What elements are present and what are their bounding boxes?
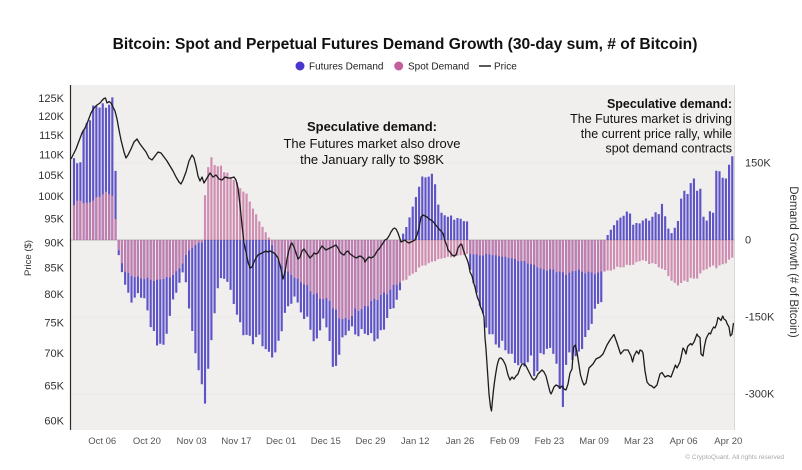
svg-text:100K: 100K [38,191,64,203]
svg-text:65K: 65K [44,381,64,393]
svg-text:Futures Demand: Futures Demand [309,62,383,73]
svg-text:70K: 70K [44,348,64,360]
svg-text:the current price rally, while: the current price rally, while [581,127,732,141]
svg-text:Bitcoin: Spot and Perpetual Fu: Bitcoin: Spot and Perpetual Futures Dema… [113,36,698,53]
svg-text:Price ($): Price ($) [23,240,34,276]
svg-text:the January rally to $98K: the January rally to $98K [300,152,444,167]
svg-text:110K: 110K [39,149,65,161]
svg-text:60K: 60K [44,416,64,428]
svg-text:90K: 90K [44,238,64,250]
svg-text:Feb 09: Feb 09 [490,436,520,447]
svg-text:Oct 06: Oct 06 [88,436,116,447]
svg-text:115K: 115K [39,130,65,142]
svg-text:Nov 03: Nov 03 [177,436,207,447]
svg-text:95K: 95K [44,214,64,226]
svg-text:75K: 75K [44,318,64,330]
svg-text:Mar 09: Mar 09 [579,436,609,447]
svg-text:85K: 85K [44,263,64,275]
svg-text:Mar 23: Mar 23 [624,436,654,447]
svg-text:125K: 125K [38,93,64,105]
svg-text:Price: Price [494,62,517,73]
svg-text:Spot Demand: Spot Demand [408,62,469,73]
svg-text:Dec 15: Dec 15 [311,436,341,447]
svg-text:120K: 120K [38,111,64,123]
svg-text:Jan 12: Jan 12 [401,436,430,447]
svg-text:The Futures market also drove: The Futures market also drove [283,136,460,151]
svg-text:Jan 26: Jan 26 [446,436,475,447]
svg-text:Oct 20: Oct 20 [133,436,161,447]
svg-text:150K: 150K [745,158,771,170]
svg-text:Feb 23: Feb 23 [535,436,565,447]
svg-text:Demand Growth (# of Bitcoin): Demand Growth (# of Bitcoin) [787,186,799,338]
svg-text:Apr 20: Apr 20 [714,436,742,447]
svg-text:-300K: -300K [745,389,775,401]
svg-text:-150K: -150K [745,312,775,324]
svg-text:Dec 01: Dec 01 [266,436,296,447]
svg-text:Dec 29: Dec 29 [355,436,385,447]
svg-text:Speculative demand:: Speculative demand: [607,97,732,111]
svg-text:© CryptoQuant. All rights rese: © CryptoQuant. All rights reserved [685,453,784,461]
svg-text:Speculative demand:: Speculative demand: [307,119,437,134]
svg-text:105K: 105K [38,170,64,182]
svg-text:spot demand contracts: spot demand contracts [606,142,732,156]
svg-text:The Futures market is driving: The Futures market is driving [570,112,732,126]
svg-text:Apr 06: Apr 06 [670,436,698,447]
svg-text:0: 0 [745,235,751,247]
svg-text:Nov 17: Nov 17 [221,436,251,447]
svg-text:80K: 80K [44,289,64,301]
